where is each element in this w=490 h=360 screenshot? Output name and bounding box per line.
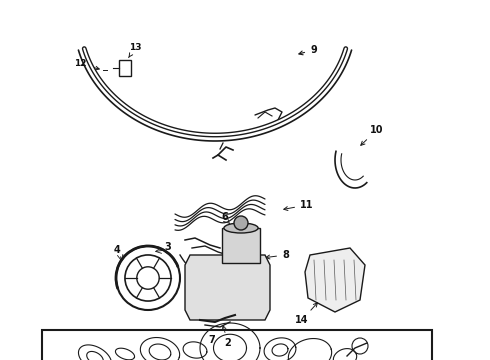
Ellipse shape — [224, 223, 258, 233]
Text: 9: 9 — [299, 45, 317, 55]
Text: 10: 10 — [361, 125, 384, 145]
Text: 7: 7 — [209, 335, 216, 345]
Bar — [119, 60, 131, 76]
Text: 2: 2 — [222, 325, 231, 348]
Text: 14: 14 — [295, 303, 318, 325]
Circle shape — [234, 216, 248, 230]
Bar — [222, 228, 260, 263]
Polygon shape — [305, 248, 365, 312]
Text: 11: 11 — [284, 200, 314, 211]
Text: 3: 3 — [165, 242, 172, 252]
Text: 5: 5 — [0, 359, 1, 360]
Text: 8: 8 — [266, 250, 289, 260]
Text: 12: 12 — [74, 59, 99, 70]
Text: 13: 13 — [128, 44, 141, 58]
Polygon shape — [185, 255, 270, 320]
Bar — [42, 330, 432, 360]
Text: 4: 4 — [114, 245, 121, 255]
Text: 6: 6 — [221, 212, 228, 222]
